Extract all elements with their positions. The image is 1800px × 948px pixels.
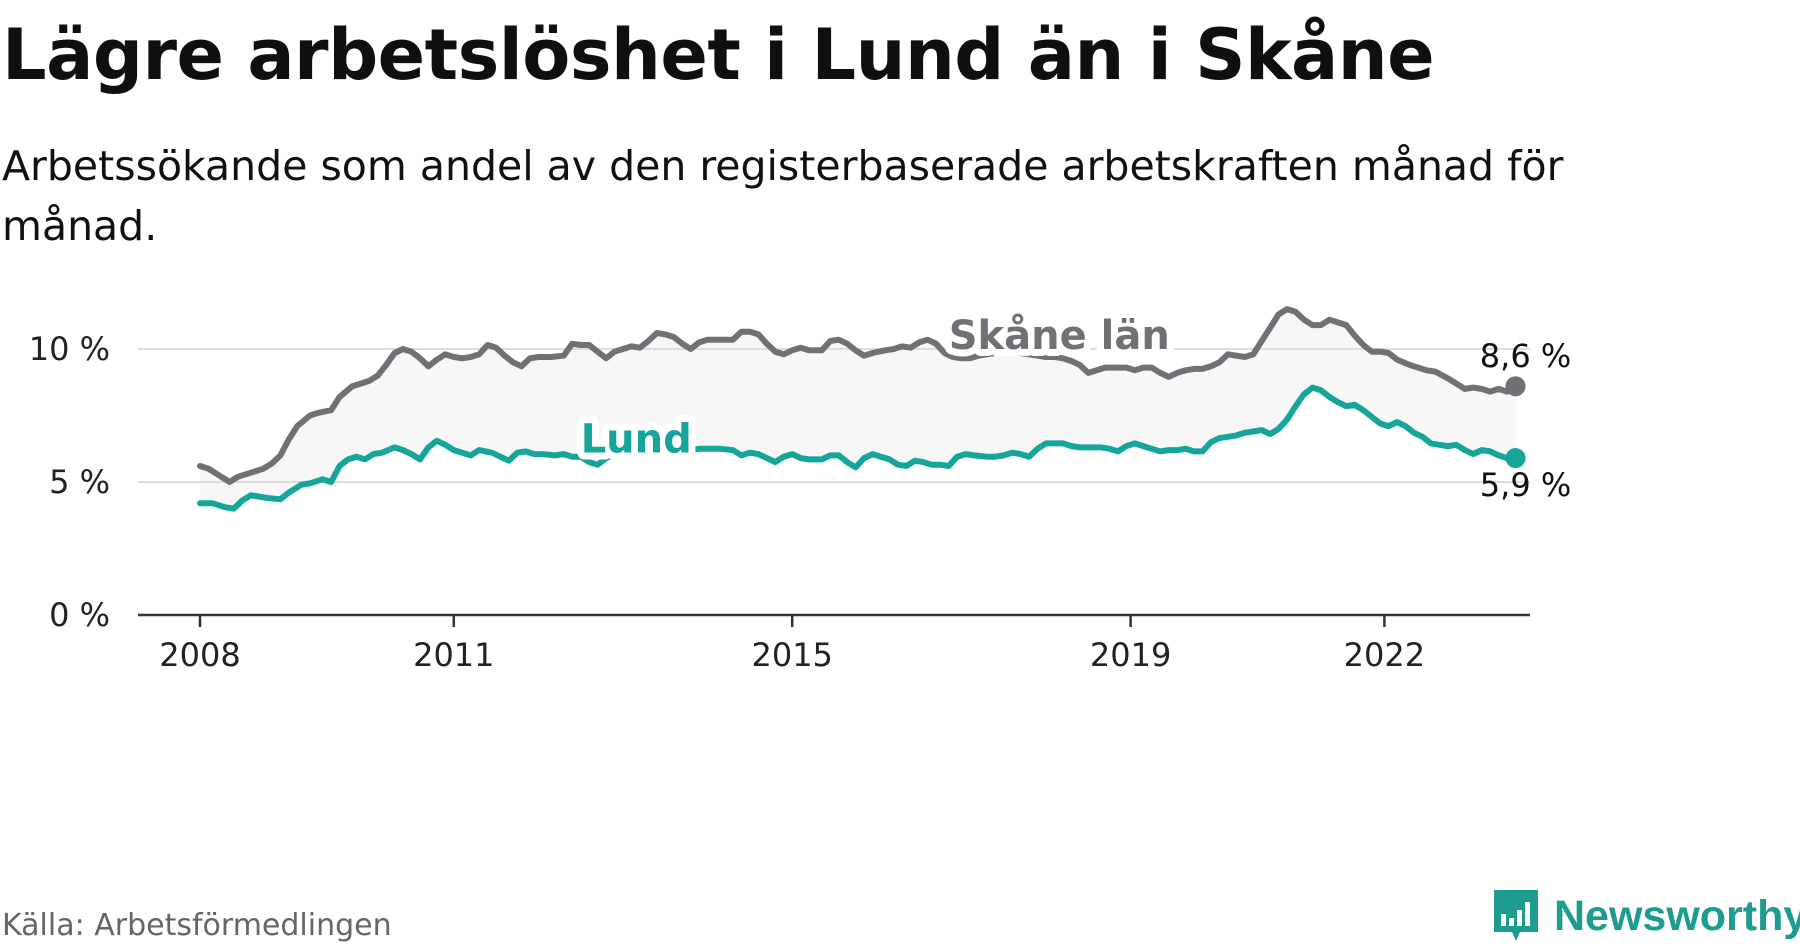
chart-series-layer [197,306,1526,512]
page-title: Lägre arbetslöshet i Lund än i Skåne [2,14,1435,96]
series-label-lund: Lund [581,417,692,463]
series-label-halo: Skåne län [949,312,1170,359]
y-tick-label: 10 % [29,330,110,368]
chart-band-layer [200,309,1516,509]
x-tick-label: 2008 [159,636,240,674]
page-subtitle: Arbetssökande som andel av den registerb… [2,142,1564,250]
y-tick-label: 5 % [49,463,110,501]
chart-axis-layer: 0 % 5 % 10 % 2008 2011 2015 2019 2022 [29,330,1530,674]
series-line-lund [197,384,1519,512]
x-tick-label: 2011 [413,636,494,674]
brand-logo[interactable]: Newsworthy [1490,886,1800,946]
brand-name: Newsworthy [1554,891,1800,940]
end-point-skane [1505,376,1526,397]
source-note: Källa: Arbetsförmedlingen [2,908,392,943]
y-tick-label: 0 % [49,596,110,634]
x-tick-label: 2015 [751,636,832,674]
series-label-skane: Skåne län [949,312,1170,359]
end-point-lund [1505,448,1526,469]
end-value-label-skane: 8,6 % [1480,337,1571,375]
x-tick-label: 2022 [1344,636,1425,674]
gap-band [200,309,1516,509]
series-label-halo: Lund [581,417,692,463]
x-tick-label: 2019 [1090,636,1171,674]
end-value-label-lund: 5,9 % [1480,466,1571,504]
series-line-skane [197,306,1519,485]
newsworthy-logo-icon [1494,890,1538,941]
chart-grid-layer [138,348,1530,483]
